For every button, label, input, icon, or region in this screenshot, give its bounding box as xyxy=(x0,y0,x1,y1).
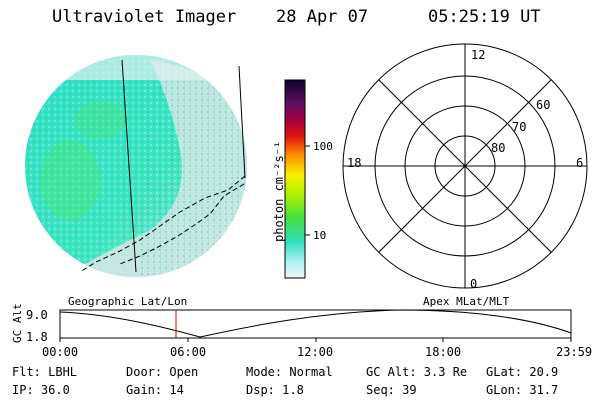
mlt-label-0: 0 xyxy=(470,277,478,291)
timeline-y-tick-high: 9.0 xyxy=(26,308,48,322)
timeline-x-tick-0600: 06:00 xyxy=(170,345,207,359)
timeline-x-tick-0000: 00:00 xyxy=(42,345,79,359)
timeline-y-tick-low: 1.8 xyxy=(26,330,48,344)
status-dsp: Dsp: 1.8 xyxy=(246,383,304,397)
mlt-label-18: 18 xyxy=(347,156,362,170)
timeline-right-title: Apex MLat/MLT xyxy=(423,295,510,308)
date-label: 28 Apr 07 xyxy=(276,7,369,27)
timeline-x-tick-1200: 12:00 xyxy=(297,345,334,359)
instrument-title: Ultraviolet Imager xyxy=(52,7,237,27)
status-filter: Flt: LBHL xyxy=(12,365,78,379)
timeline-x-tick-1800: 18:00 xyxy=(425,345,462,359)
status-door: Door: Open xyxy=(126,365,199,379)
status-gc-alt: GC Alt: 3.3 Re xyxy=(366,365,468,379)
colorbar-scale xyxy=(284,79,306,279)
lat-label-80: 80 xyxy=(491,141,506,155)
timeline-frame xyxy=(59,309,572,339)
colorbar-tick-100: 100 xyxy=(313,140,333,153)
timeline-left-title: Geographic Lat/Lon xyxy=(68,295,188,308)
mlt-label-12: 12 xyxy=(471,48,486,62)
status-seq: Seq: 39 xyxy=(366,383,417,397)
timeline-x-tick-2359: 23:59 xyxy=(556,345,593,359)
mlt-label-6: 6 xyxy=(576,156,584,170)
geo-overlay-lines xyxy=(79,59,246,273)
time-label: 05:25:19 UT xyxy=(428,7,541,27)
colorbar-tick-10: 10 xyxy=(313,229,327,242)
status-mode: Mode: Normal xyxy=(246,365,333,379)
lat-label-60: 60 xyxy=(536,98,551,112)
status-ip: IP: 36.0 xyxy=(12,383,70,397)
lat-label-70: 70 xyxy=(512,120,527,134)
status-gain: Gain: 14 xyxy=(126,383,184,397)
status-glon: GLon: 31.7 xyxy=(486,383,559,397)
altitude-curve xyxy=(59,309,572,338)
status-glat: GLat: 20.9 xyxy=(486,365,559,379)
